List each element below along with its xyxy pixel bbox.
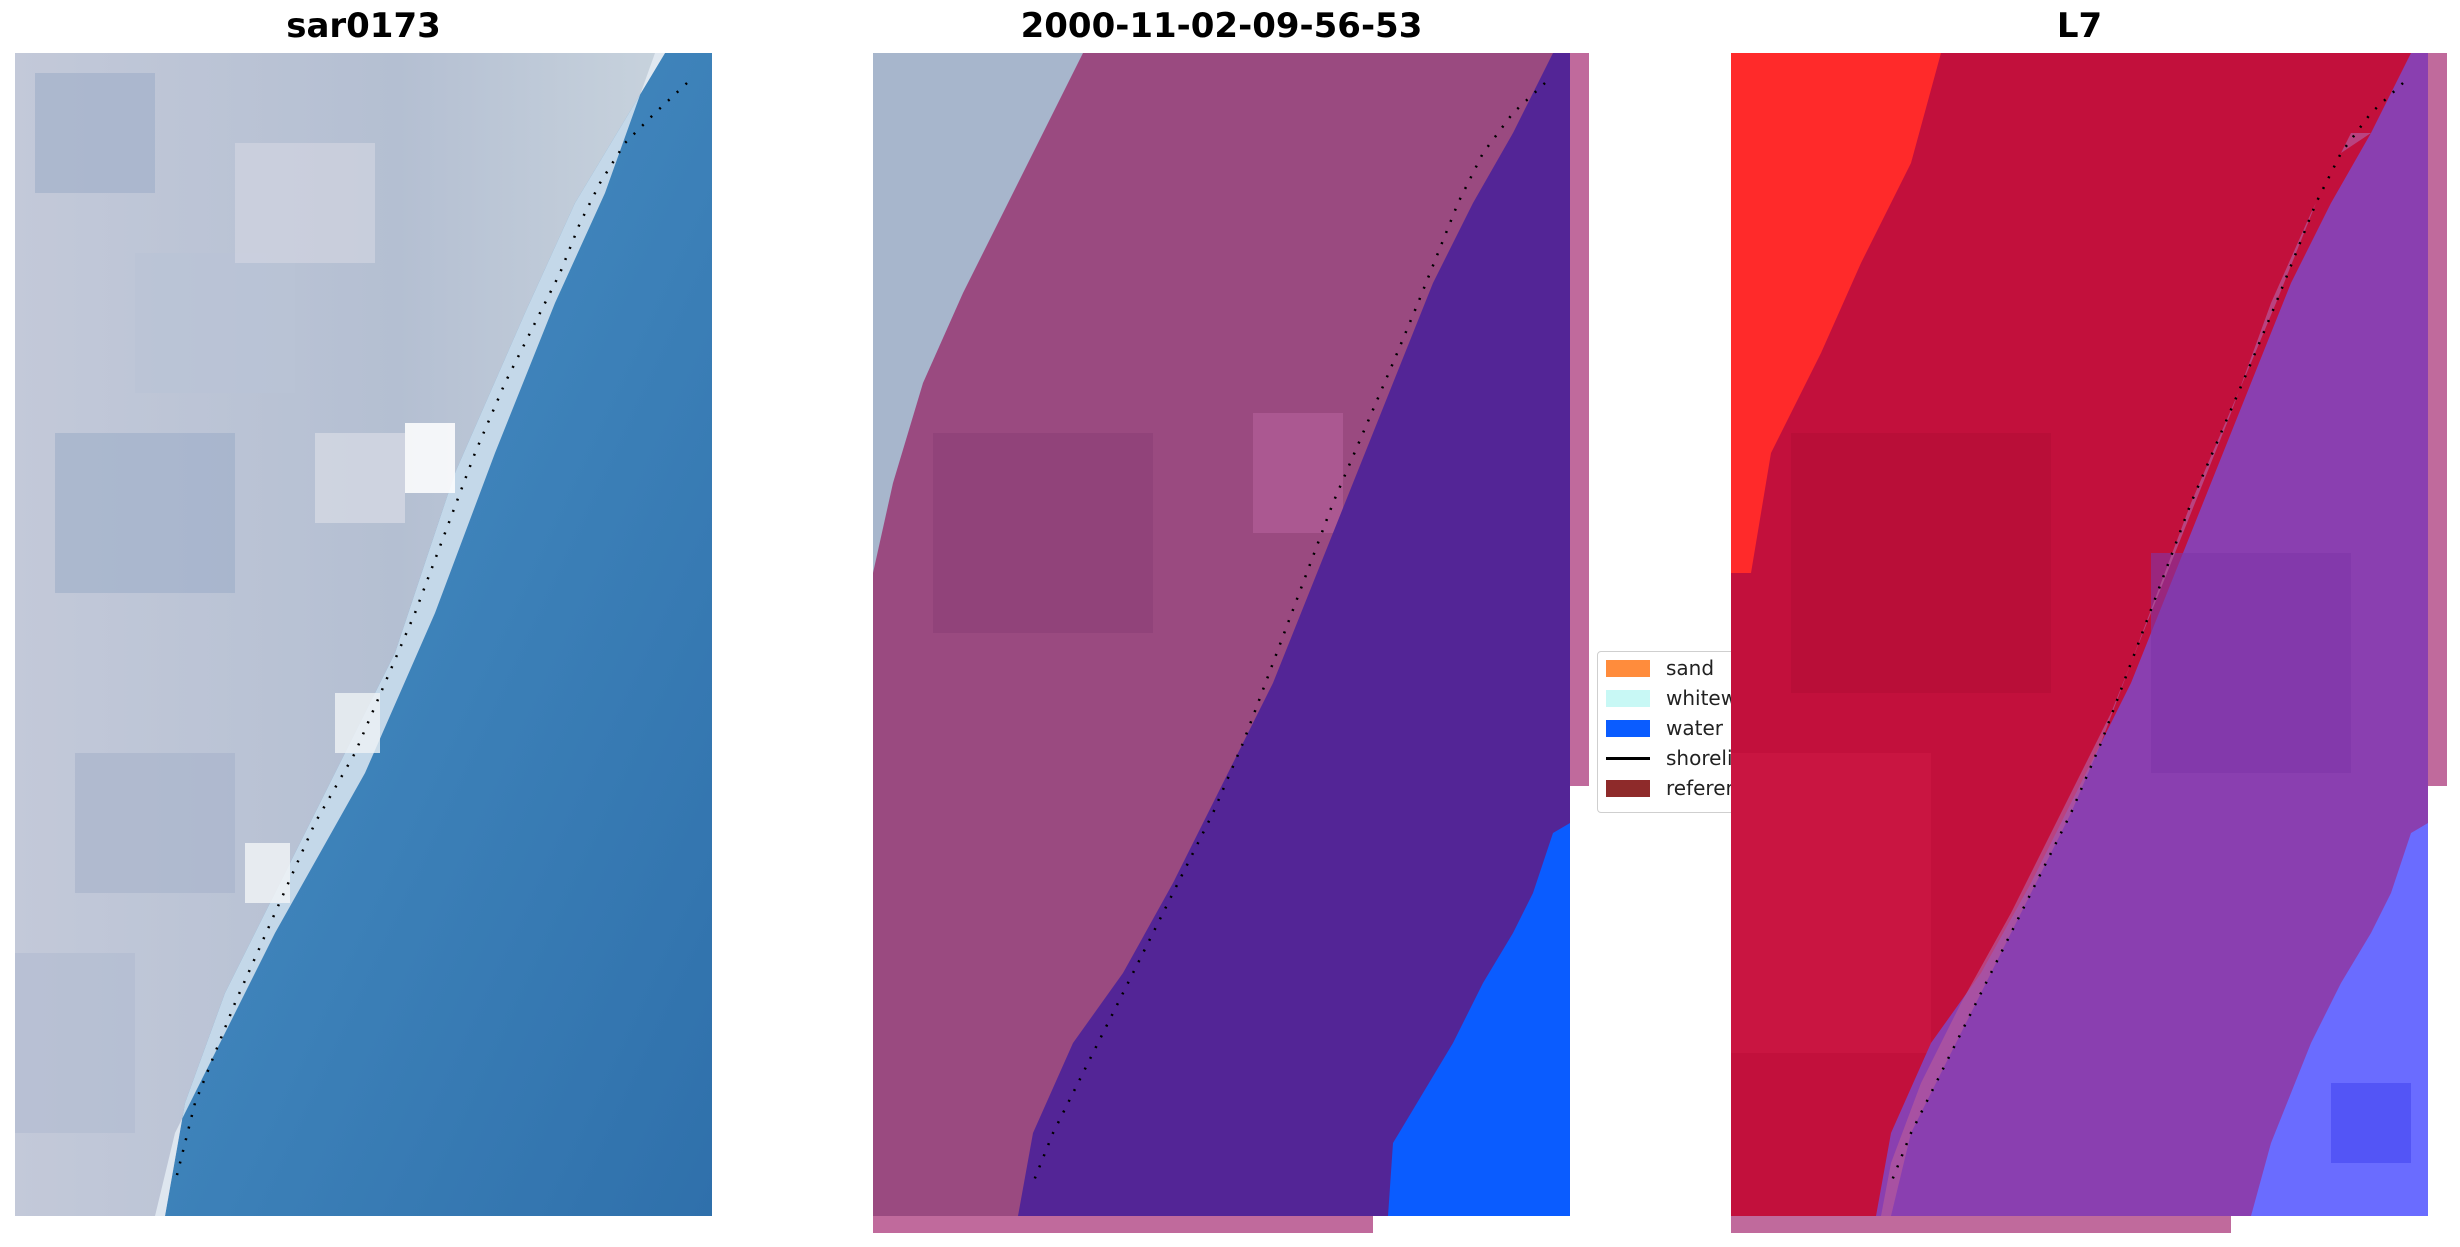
shoreline-line-swatch [1606,756,1650,760]
legend-label-sand: sand [1666,656,1715,680]
index-image-panel [1731,53,2447,1233]
legend-item-sand: sand [1606,656,1714,680]
right-panel-title: L7 [2056,6,2103,46]
legend-label-water: water [1666,716,1723,740]
legend-item-water: water [1606,716,1723,740]
middle-panel-title: 2000-11-02-09-56-53 [1020,6,1423,46]
water-swatch [1606,719,1650,737]
rgb-image-panel [15,53,712,1216]
classification-panel [873,53,1589,1233]
reference-swatch [1606,779,1650,797]
whitewater-swatch [1606,689,1650,707]
sand-swatch [1606,659,1650,677]
left-panel-title: sar0173 [286,6,441,46]
